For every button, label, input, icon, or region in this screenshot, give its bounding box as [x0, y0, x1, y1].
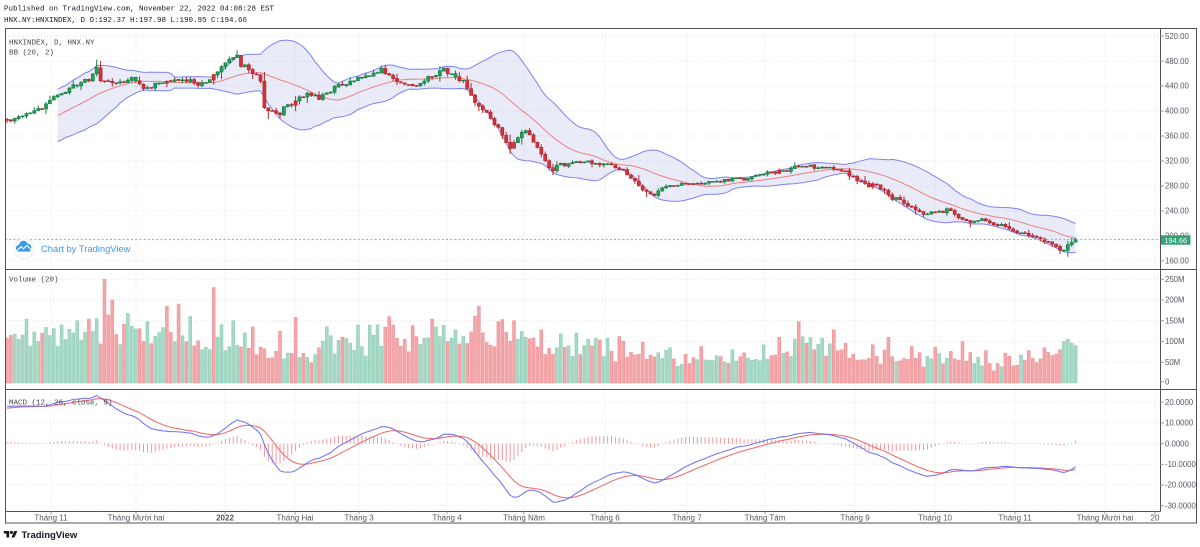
- svg-text:100M: 100M: [1165, 337, 1185, 346]
- svg-text:160.00: 160.00: [1165, 257, 1190, 266]
- svg-text:0.0000: 0.0000: [1165, 439, 1190, 448]
- svg-text:20: 20: [1151, 513, 1160, 522]
- svg-text:150M: 150M: [1165, 316, 1185, 325]
- svg-text:320.00: 320.00: [1165, 157, 1190, 166]
- svg-text:Volume (20): Volume (20): [9, 277, 59, 285]
- svg-text:HNXINDEX, D, HNX.NY: HNXINDEX, D, HNX.NY: [9, 40, 95, 48]
- svg-text:240.00: 240.00: [1165, 207, 1190, 216]
- svg-text:Tháng 11: Tháng 11: [998, 513, 1032, 522]
- svg-text:Tháng 4: Tháng 4: [432, 513, 462, 522]
- svg-text:360.00: 360.00: [1165, 132, 1190, 141]
- svg-text:520.00: 520.00: [1165, 32, 1190, 41]
- svg-text:20.0000: 20.0000: [1165, 398, 1194, 407]
- svg-text:Tháng 7: Tháng 7: [672, 513, 702, 522]
- svg-text:10.0000: 10.0000: [1165, 419, 1194, 428]
- svg-text:Tháng 6: Tháng 6: [590, 513, 620, 522]
- svg-text:2022: 2022: [216, 513, 234, 522]
- svg-text:440.00: 440.00: [1165, 82, 1190, 91]
- svg-text:Tháng 9: Tháng 9: [840, 513, 870, 522]
- svg-text:TradingView: TradingView: [22, 530, 78, 541]
- svg-text:0: 0: [1165, 377, 1170, 386]
- svg-text:Tháng Năm: Tháng Năm: [503, 513, 545, 522]
- svg-text:Tháng Tám: Tháng Tám: [745, 513, 786, 522]
- svg-text:Tháng 3: Tháng 3: [344, 513, 374, 522]
- svg-text:480.00: 480.00: [1165, 57, 1190, 66]
- svg-text:-20.0000: -20.0000: [1165, 481, 1196, 490]
- svg-text:-30.0000: -30.0000: [1165, 501, 1196, 510]
- svg-text:Published on TradingView.com,: Published on TradingView.com, November 2…: [4, 6, 275, 14]
- svg-text:-10.0000: -10.0000: [1165, 460, 1196, 469]
- svg-text:400.00: 400.00: [1165, 107, 1190, 116]
- svg-text:BB (20, 2): BB (20, 2): [9, 49, 54, 57]
- svg-text:200M: 200M: [1165, 296, 1185, 305]
- svg-text:194.66: 194.66: [1164, 236, 1187, 245]
- svg-text:Tháng Mười hai: Tháng Mười hai: [108, 513, 165, 522]
- svg-text:MACD (12, 26, close, 9): MACD (12, 26, close, 9): [9, 400, 113, 408]
- svg-text:Chart by TradingView: Chart by TradingView: [41, 243, 131, 254]
- svg-text:Tháng 11: Tháng 11: [34, 513, 68, 522]
- svg-text:Tháng Mười hai: Tháng Mười hai: [1077, 513, 1134, 522]
- svg-text:250M: 250M: [1165, 275, 1185, 284]
- svg-text:Tháng 10: Tháng 10: [918, 513, 952, 522]
- svg-text:Tháng Hai: Tháng Hai: [277, 513, 314, 522]
- svg-text:280.00: 280.00: [1165, 182, 1190, 191]
- svg-text:HNX.NY:HNXINDEX, D O:192.37 H:: HNX.NY:HNXINDEX, D O:192.37 H:197.98 L:1…: [4, 17, 248, 25]
- svg-text:50M: 50M: [1165, 358, 1180, 367]
